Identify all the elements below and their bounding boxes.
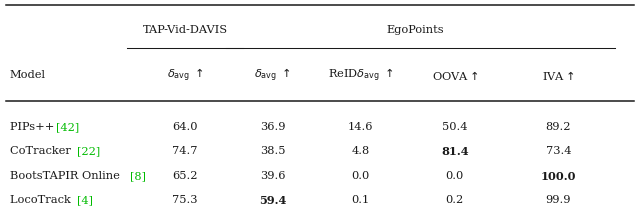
- Text: 0.2: 0.2: [445, 196, 464, 205]
- Text: $\delta_{\mathrm{avg}}$ $\uparrow$: $\delta_{\mathrm{avg}}$ $\uparrow$: [255, 66, 291, 84]
- Text: 4.8: 4.8: [351, 146, 370, 156]
- Text: ReID$\delta_{\mathrm{avg}}$ $\uparrow$: ReID$\delta_{\mathrm{avg}}$ $\uparrow$: [328, 66, 394, 84]
- Text: 99.9: 99.9: [545, 196, 571, 205]
- Text: 50.4: 50.4: [442, 122, 468, 132]
- Text: [42]: [42]: [56, 122, 79, 132]
- Text: 81.4: 81.4: [441, 146, 468, 157]
- Text: BootsTAPIR Online: BootsTAPIR Online: [10, 171, 123, 181]
- Text: 0.0: 0.0: [351, 171, 370, 181]
- Text: 36.9: 36.9: [260, 122, 285, 132]
- Text: IVA$\uparrow$: IVA$\uparrow$: [542, 69, 575, 82]
- Text: [22]: [22]: [77, 146, 100, 156]
- Text: LocoTrack: LocoTrack: [10, 196, 74, 205]
- Text: 89.2: 89.2: [545, 122, 571, 132]
- Text: CoTracker: CoTracker: [10, 146, 74, 156]
- Text: 100.0: 100.0: [541, 171, 576, 182]
- Text: 75.3: 75.3: [172, 196, 198, 205]
- Text: 39.6: 39.6: [260, 171, 285, 181]
- Text: 38.5: 38.5: [260, 146, 285, 156]
- Text: 74.7: 74.7: [172, 146, 198, 156]
- Text: Model: Model: [10, 70, 45, 80]
- Text: 64.0: 64.0: [172, 122, 198, 132]
- Text: 73.4: 73.4: [545, 146, 571, 156]
- Text: $\delta_{\mathrm{avg}}$ $\uparrow$: $\delta_{\mathrm{avg}}$ $\uparrow$: [166, 66, 204, 84]
- Text: 59.4: 59.4: [259, 195, 287, 206]
- Text: 0.0: 0.0: [445, 171, 464, 181]
- Text: TAP-Vid-DAVIS: TAP-Vid-DAVIS: [143, 25, 228, 35]
- Text: OOVA$\uparrow$: OOVA$\uparrow$: [431, 69, 478, 82]
- Text: [4]: [4]: [77, 196, 93, 205]
- Text: [8]: [8]: [130, 171, 146, 181]
- Text: PIPs++: PIPs++: [10, 122, 58, 132]
- Text: 0.1: 0.1: [351, 196, 370, 205]
- Text: 14.6: 14.6: [348, 122, 374, 132]
- Text: EgoPoints: EgoPoints: [387, 25, 444, 35]
- Text: 65.2: 65.2: [172, 171, 198, 181]
